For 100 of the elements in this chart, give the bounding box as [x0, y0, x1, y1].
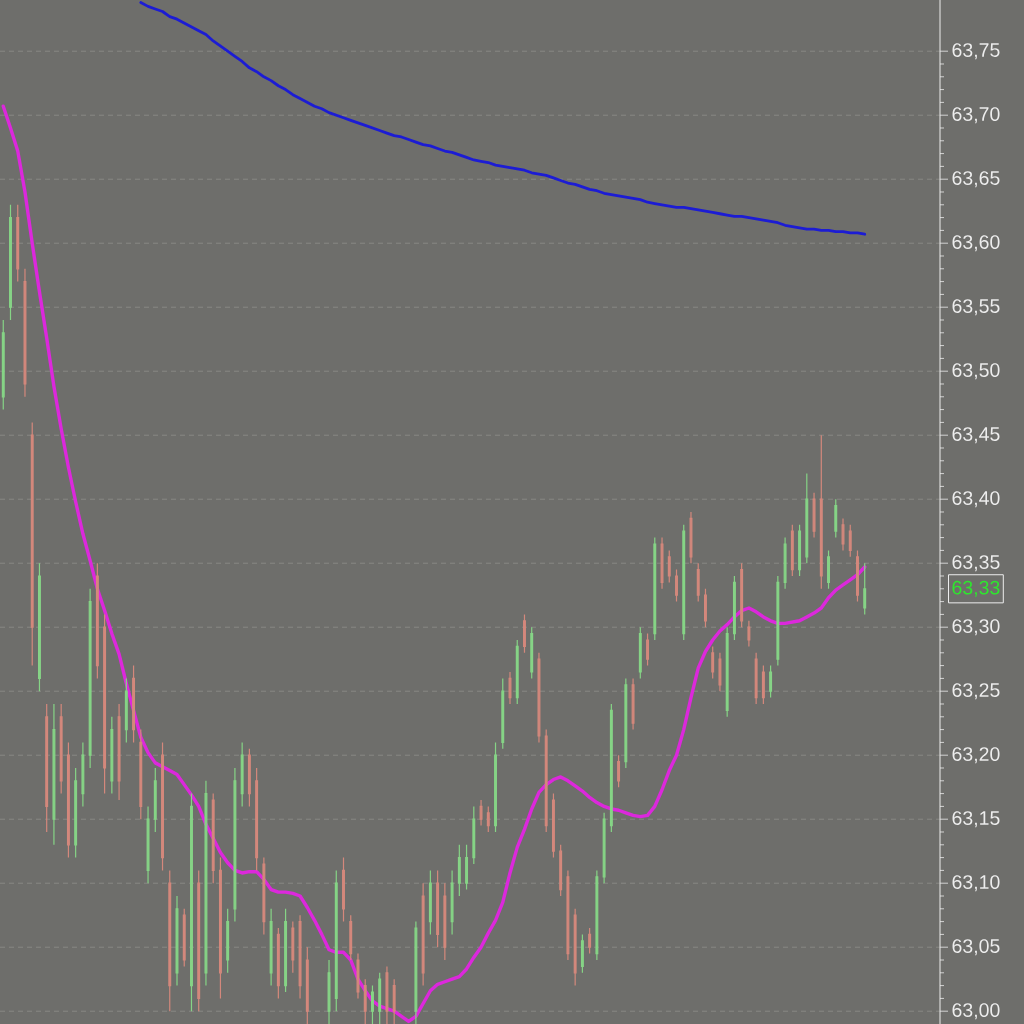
candlestick: [732, 575, 736, 641]
candlestick: [110, 716, 114, 795]
candlestick: [370, 985, 374, 1024]
y-tick-label: 63,55: [952, 299, 1000, 316]
y-tick-label: 63,45: [952, 427, 1000, 444]
candlestick: [168, 869, 172, 1012]
candlestick: [479, 799, 483, 827]
candlestick: [798, 524, 802, 577]
candlestick: [624, 677, 628, 769]
candlestick: [551, 793, 555, 859]
candlestick: [573, 908, 577, 987]
candlestick: [218, 857, 222, 999]
candlestick: [450, 869, 454, 935]
candlestick: [190, 793, 193, 1012]
y-tick-label: 63,15: [952, 811, 1000, 828]
candlestick: [675, 568, 678, 603]
y-tick-label: 63,20: [952, 747, 1000, 764]
y-tick-label: 63,50: [952, 363, 1000, 380]
candlestick: [805, 472, 809, 564]
candlestick: [703, 588, 707, 628]
y-tick-label: 63,35: [952, 555, 1000, 572]
candlestick: [863, 562, 867, 615]
candlestick: [754, 652, 758, 705]
candlestick: [132, 664, 136, 743]
candlestick: [617, 754, 621, 788]
candlestick: [298, 914, 302, 999]
candlestick: [457, 844, 461, 897]
candlestick: [856, 549, 859, 603]
candlestick: [1, 319, 5, 411]
candlestick: [609, 703, 613, 833]
candlestick: [841, 517, 845, 551]
candlestick: [689, 511, 693, 564]
candlestick: [819, 434, 823, 590]
candlestick: [667, 549, 671, 583]
candlestick: [508, 671, 512, 705]
candlestick: [515, 639, 519, 705]
candlestick: [747, 620, 751, 647]
candlestick: [696, 562, 700, 603]
candlestick: [718, 652, 722, 692]
candlestick: [725, 626, 729, 718]
candlestick: [45, 703, 49, 833]
candlestick: [262, 857, 266, 935]
candlestick: [182, 908, 186, 967]
candlestick: [602, 812, 606, 884]
candlestick: [52, 703, 56, 846]
candlestick: [334, 869, 338, 1012]
candlestick: [153, 767, 157, 833]
candlestick: [631, 677, 635, 731]
candlestick: [139, 729, 143, 820]
candlestick: [486, 805, 490, 833]
candlestick: [233, 767, 237, 923]
candlestick: [349, 914, 353, 961]
candlestick: [834, 498, 838, 539]
candlestick: [197, 869, 201, 1012]
candlestick: [566, 869, 570, 961]
y-tick-label: 63,75: [952, 43, 1000, 60]
candlestick: [255, 767, 259, 871]
text: 63,33: [952, 580, 1000, 597]
candlestick: [276, 927, 280, 999]
candlestick: [740, 562, 744, 628]
y-tick-label: 63,30: [952, 619, 1000, 636]
y-tick-label: 63,25: [952, 683, 1000, 700]
candlestick: [291, 921, 295, 974]
candlestick: [305, 946, 309, 1024]
candlestick: [284, 908, 288, 993]
candlestick: [269, 908, 273, 987]
candlestick: [74, 767, 78, 859]
candlestick: [530, 626, 534, 679]
candlestick: [226, 908, 230, 974]
candlestick: [392, 978, 396, 1024]
candlestick: [421, 882, 425, 987]
candlestick: [544, 729, 548, 833]
candlestick: [638, 626, 642, 679]
y-tick-label: 63,00: [952, 1003, 1000, 1020]
candlestick: [776, 575, 780, 667]
candlestick: [523, 613, 526, 654]
candlestick: [59, 703, 63, 795]
y-tick-label: 63,65: [952, 171, 1000, 188]
candlestick: [363, 978, 367, 1024]
candlestick: [494, 741, 497, 833]
candlestick: [465, 844, 469, 891]
candlestick: [827, 549, 830, 590]
y-tick-label: 63,40: [952, 491, 1000, 508]
candlestick: [240, 741, 244, 807]
candlestick: [537, 652, 541, 743]
candlestick: [146, 805, 150, 884]
candlestick: [161, 741, 164, 871]
candlestick: [37, 562, 41, 692]
candlestick: [66, 741, 70, 859]
candlestick: [385, 965, 389, 1024]
candlestick: [378, 972, 382, 1024]
candlestick: [30, 421, 34, 667]
candlestick: [595, 869, 599, 961]
candlestick: [204, 780, 208, 987]
candlestick: [95, 562, 99, 679]
candlestick: [501, 677, 505, 750]
candlestick: [653, 536, 657, 641]
candlestick: [23, 268, 27, 398]
candlestick: [428, 869, 432, 935]
candlestick: [356, 953, 360, 999]
